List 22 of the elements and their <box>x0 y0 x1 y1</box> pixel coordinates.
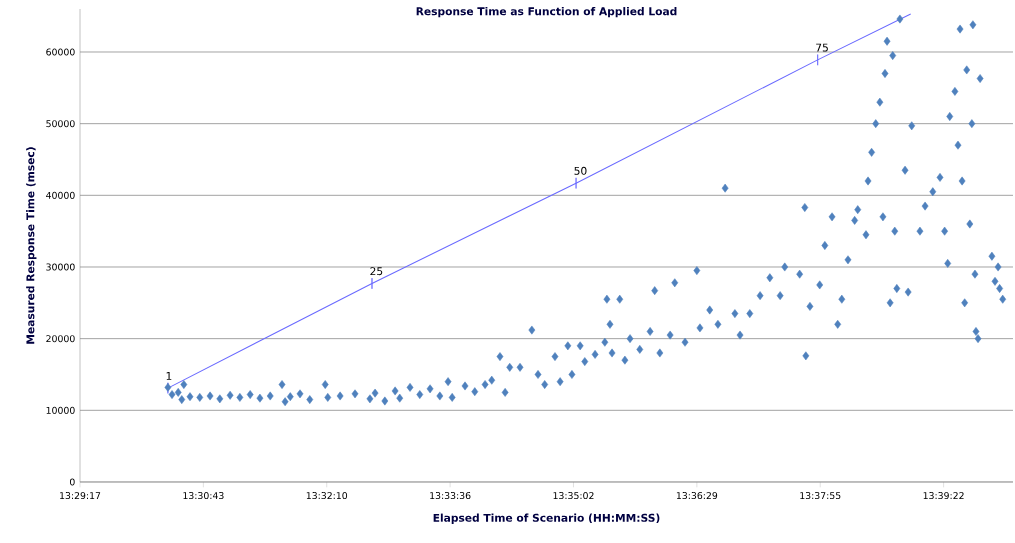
annotation: 25 <box>370 267 383 276</box>
x-tick-label: 13:30:43 <box>183 492 224 500</box>
x-axis-title: Elapsed Time of Scenario (HH:MM:SS) <box>433 513 660 524</box>
y-axis-title: Measured Response Time (msec) <box>26 147 37 344</box>
y-tick-label: 10000 <box>46 406 75 414</box>
x-tick-label: 13:35:02 <box>553 492 594 500</box>
y-tick-label: 60000 <box>46 48 75 56</box>
x-tick-label: 13:37:55 <box>800 492 841 500</box>
x-tick-label: 13:29:17 <box>60 492 101 500</box>
x-tick-label: 13:39:22 <box>923 492 964 500</box>
annotation: 75 <box>816 43 828 52</box>
annotation: 1 <box>166 372 172 380</box>
x-tick-label: 13:32:10 <box>306 492 348 500</box>
x-tick-label: 13:33:36 <box>430 492 471 500</box>
y-tick-label: 50000 <box>46 120 75 128</box>
annotation: 50 <box>574 166 587 175</box>
y-tick-label: 0 <box>69 478 75 486</box>
y-tick-label: 30000 <box>46 263 75 271</box>
y-tick-label: 40000 <box>46 191 75 199</box>
x-tick-label: 13:36:29 <box>676 492 718 500</box>
chart-title: Response Time as Function of Applied Load <box>416 7 677 18</box>
y-tick-label: 20000 <box>46 335 75 343</box>
